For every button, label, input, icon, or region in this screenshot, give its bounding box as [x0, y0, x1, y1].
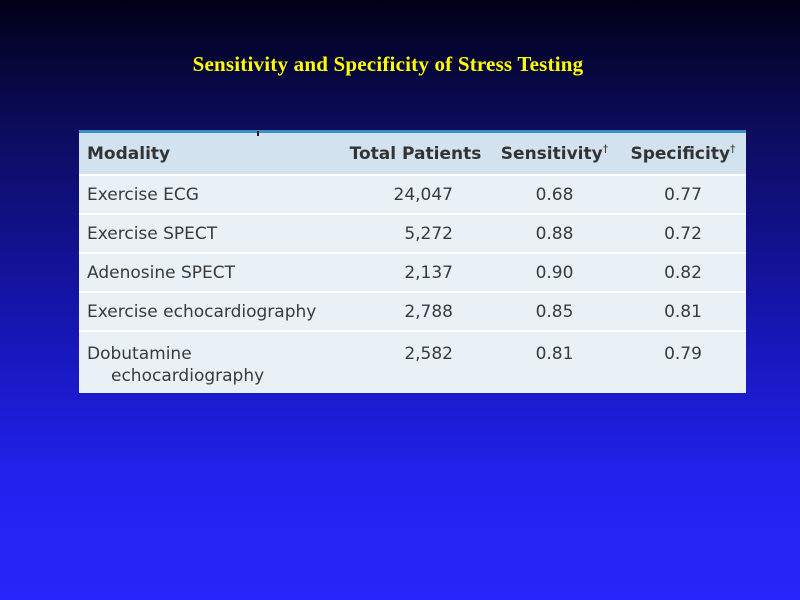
header-modality: Modality — [79, 133, 342, 175]
header-sensitivity-label: Sensitivity — [500, 143, 603, 164]
table-header-row: Modality Total Patients Sensitivity† Spe… — [79, 133, 746, 175]
modality-cell: Exercise SPECT — [79, 213, 342, 253]
sensitivity-cell: 0.85 — [489, 291, 620, 331]
modality-line-1: Dobutamine — [87, 344, 192, 364]
specificity-cell: 0.72 — [620, 213, 746, 253]
total-patients-cell: 2,137 — [342, 252, 489, 292]
modality-cell: Dobutamine echocardiography — [79, 330, 342, 406]
table-row: Exercise echocardiography 2,788 0.85 0.8… — [79, 291, 746, 331]
total-patients-cell: 5,272 — [342, 213, 489, 253]
footnote-marker: † — [602, 141, 609, 155]
specificity-cell: 0.77 — [620, 174, 746, 214]
modality-cell: Adenosine SPECT — [79, 252, 342, 292]
specificity-cell: 0.79 — [620, 330, 746, 406]
total-patients-cell: 2,582 — [342, 330, 489, 406]
modality-cell: Exercise echocardiography — [79, 291, 342, 331]
tick-mark — [257, 131, 259, 136]
sensitivity-cell: 0.88 — [489, 213, 620, 253]
table-row: Exercise ECG 24,047 0.68 0.77 — [79, 174, 746, 214]
table-row: Exercise SPECT 5,272 0.88 0.72 — [79, 213, 746, 253]
header-specificity-label: Specificity — [630, 143, 731, 164]
header-sensitivity: Sensitivity† — [489, 133, 620, 175]
total-patients-cell: 2,788 — [342, 291, 489, 331]
table-row: Adenosine SPECT 2,137 0.90 0.82 — [79, 252, 746, 292]
modality-line-2: echocardiography — [111, 366, 265, 386]
stress-testing-table-container: Modality Total Patients Sensitivity† Spe… — [79, 130, 746, 406]
specificity-cell: 0.81 — [620, 291, 746, 331]
sensitivity-cell: 0.90 — [489, 252, 620, 292]
table-row: Dobutamine echocardiography 2,582 0.81 0… — [79, 330, 746, 406]
modality-cell: Exercise ECG — [79, 174, 342, 214]
stress-testing-table: Modality Total Patients Sensitivity† Spe… — [79, 133, 746, 406]
sensitivity-cell: 0.81 — [489, 330, 620, 406]
sensitivity-cell: 0.68 — [489, 174, 620, 214]
header-specificity: Specificity† — [620, 133, 746, 175]
header-total-patients: Total Patients — [342, 133, 489, 175]
slide-title: Sensitivity and Specificity of Stress Te… — [192, 52, 584, 76]
total-patients-cell: 24,047 — [342, 174, 489, 214]
footnote-marker: † — [730, 141, 736, 155]
specificity-cell: 0.82 — [620, 252, 746, 292]
